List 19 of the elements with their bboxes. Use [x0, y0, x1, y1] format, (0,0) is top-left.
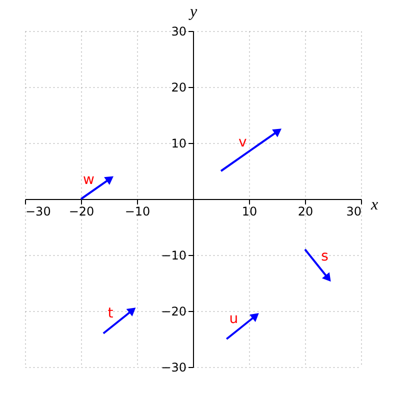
- y-tick-label: 30: [171, 24, 186, 38]
- x-axis-title: x: [370, 196, 378, 214]
- y-tick-label: −30: [161, 360, 186, 374]
- series-label: t: [108, 306, 114, 322]
- series-label: s: [321, 248, 328, 265]
- series-label: v: [238, 134, 247, 150]
- y-tick-label: 10: [171, 136, 186, 150]
- y-axis-title: y: [188, 4, 198, 20]
- y-tick-label: 20: [171, 80, 186, 94]
- x-tick-label: 30: [346, 204, 362, 218]
- series-label: w: [82, 172, 94, 188]
- y-tick-label: −20: [161, 304, 186, 318]
- x-tick-label: 20: [298, 204, 314, 218]
- y-tick-label: −10: [161, 248, 186, 262]
- x-tick-label: −10: [124, 204, 150, 218]
- x-tick-label: −30: [26, 204, 51, 218]
- x-tick-label: −20: [68, 204, 94, 218]
- x-tick-label: 10: [242, 204, 258, 218]
- series-label: u: [229, 311, 238, 328]
